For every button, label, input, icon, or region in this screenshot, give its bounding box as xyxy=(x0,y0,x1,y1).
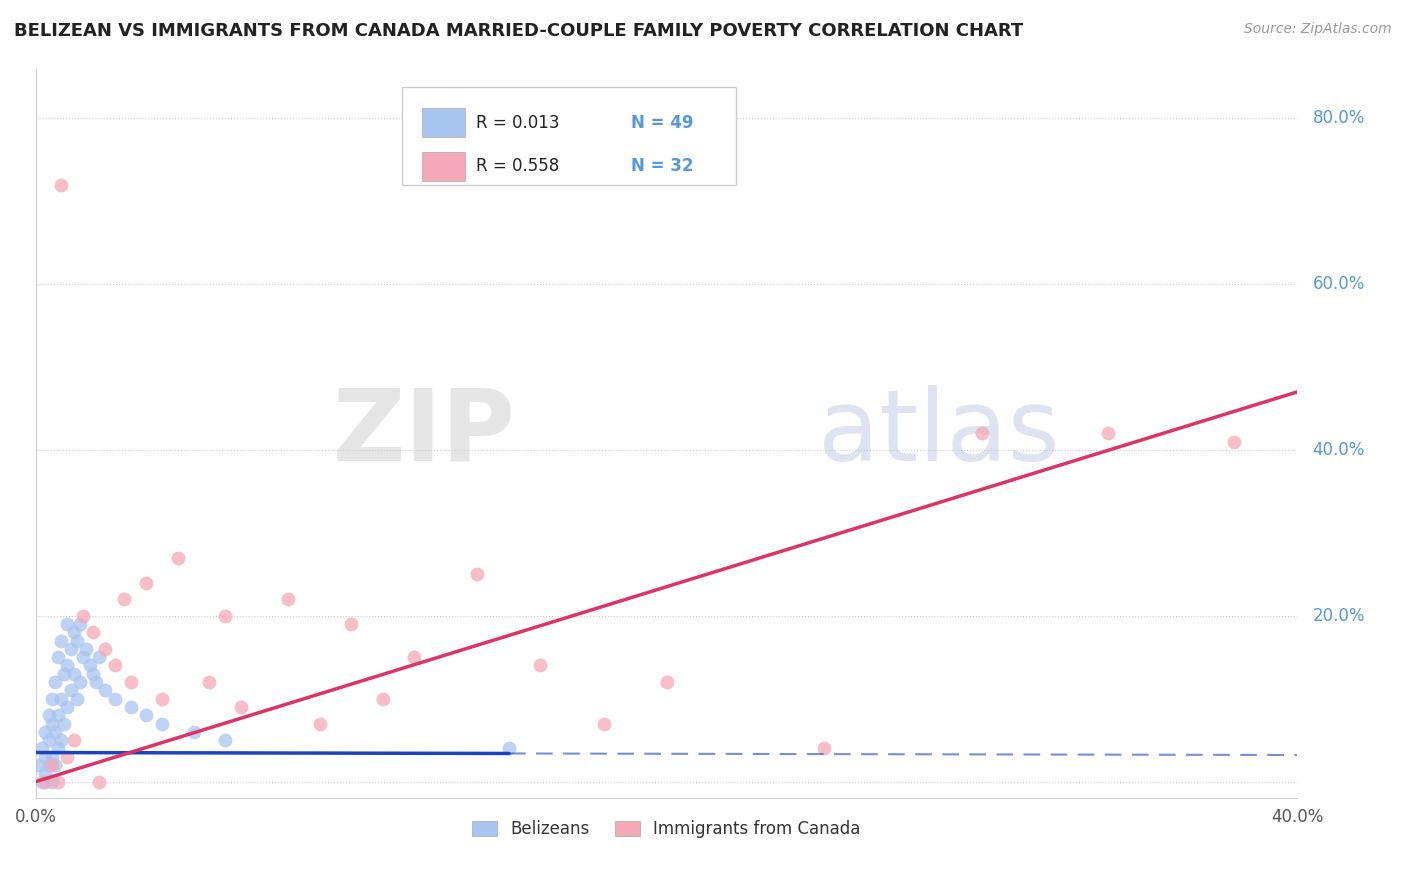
Point xyxy=(87,774,110,789)
Point xyxy=(166,550,188,565)
FancyBboxPatch shape xyxy=(422,152,465,181)
Point xyxy=(371,691,394,706)
Text: 60.0%: 60.0% xyxy=(1312,275,1365,293)
Point xyxy=(66,691,89,706)
Text: Source: ZipAtlas.com: Source: ZipAtlas.com xyxy=(1244,22,1392,37)
Point xyxy=(82,625,104,640)
Text: atlas: atlas xyxy=(818,384,1060,482)
Point xyxy=(94,641,117,656)
Point xyxy=(56,700,79,714)
Point xyxy=(51,691,73,706)
Point xyxy=(62,625,84,640)
Point xyxy=(340,617,363,632)
Point xyxy=(404,650,426,665)
Point xyxy=(120,700,142,714)
Text: R = 0.558: R = 0.558 xyxy=(477,157,560,176)
Point xyxy=(41,774,63,789)
Point xyxy=(38,708,60,723)
Point xyxy=(655,675,678,690)
Point xyxy=(41,749,63,764)
Point xyxy=(51,178,73,192)
Point xyxy=(79,658,101,673)
Point xyxy=(46,741,69,756)
Point xyxy=(82,666,104,681)
Point xyxy=(94,683,117,698)
Point xyxy=(214,608,236,623)
Text: 40.0%: 40.0% xyxy=(1312,441,1365,458)
Point xyxy=(308,716,330,731)
Point xyxy=(72,650,94,665)
Point xyxy=(529,658,551,673)
Point xyxy=(51,733,73,747)
Point xyxy=(592,716,614,731)
Point xyxy=(112,592,135,607)
Point xyxy=(72,608,94,623)
Point xyxy=(41,758,63,772)
Point xyxy=(84,675,107,690)
Text: BELIZEAN VS IMMIGRANTS FROM CANADA MARRIED-COUPLE FAMILY POVERTY CORRELATION CHA: BELIZEAN VS IMMIGRANTS FROM CANADA MARRI… xyxy=(14,22,1024,40)
Point xyxy=(59,683,82,698)
Point xyxy=(51,633,73,648)
Point xyxy=(69,617,91,632)
FancyBboxPatch shape xyxy=(422,108,465,137)
Point xyxy=(229,700,252,714)
Point xyxy=(104,691,127,706)
Point xyxy=(150,716,173,731)
Point xyxy=(38,733,60,747)
Point xyxy=(44,724,66,739)
Point xyxy=(31,774,53,789)
Point xyxy=(277,592,299,607)
Legend: Belizeans, Immigrants from Canada: Belizeans, Immigrants from Canada xyxy=(465,814,868,845)
Point xyxy=(498,741,520,756)
Point xyxy=(34,749,56,764)
Point xyxy=(34,774,56,789)
Point xyxy=(44,758,66,772)
Point xyxy=(62,733,84,747)
Point xyxy=(34,724,56,739)
Point xyxy=(41,691,63,706)
Point xyxy=(31,741,53,756)
Point xyxy=(28,758,51,772)
Point xyxy=(44,675,66,690)
Point xyxy=(56,617,79,632)
Text: N = 49: N = 49 xyxy=(631,113,693,131)
Point xyxy=(75,641,97,656)
Point xyxy=(66,633,89,648)
Point xyxy=(1097,426,1119,441)
Point xyxy=(62,666,84,681)
Point xyxy=(135,708,157,723)
Point xyxy=(970,426,993,441)
Point xyxy=(104,658,127,673)
Text: R = 0.013: R = 0.013 xyxy=(477,113,560,131)
Point xyxy=(120,675,142,690)
Point xyxy=(87,650,110,665)
Point xyxy=(53,666,76,681)
Text: 20.0%: 20.0% xyxy=(1312,607,1365,624)
Point xyxy=(183,724,205,739)
Point xyxy=(56,658,79,673)
Point xyxy=(135,575,157,590)
Point xyxy=(46,708,69,723)
FancyBboxPatch shape xyxy=(402,87,735,186)
Point xyxy=(46,774,69,789)
Point xyxy=(214,733,236,747)
Point xyxy=(813,741,835,756)
Point xyxy=(198,675,221,690)
Point xyxy=(53,716,76,731)
Point xyxy=(34,766,56,780)
Point xyxy=(46,650,69,665)
Point xyxy=(38,758,60,772)
Text: N = 32: N = 32 xyxy=(631,157,693,176)
Point xyxy=(1223,434,1246,449)
Text: 80.0%: 80.0% xyxy=(1312,109,1365,128)
Text: ZIP: ZIP xyxy=(332,384,515,482)
Point xyxy=(69,675,91,690)
Point xyxy=(41,716,63,731)
Point xyxy=(467,567,489,582)
Point xyxy=(56,749,79,764)
Point xyxy=(150,691,173,706)
Point xyxy=(59,641,82,656)
